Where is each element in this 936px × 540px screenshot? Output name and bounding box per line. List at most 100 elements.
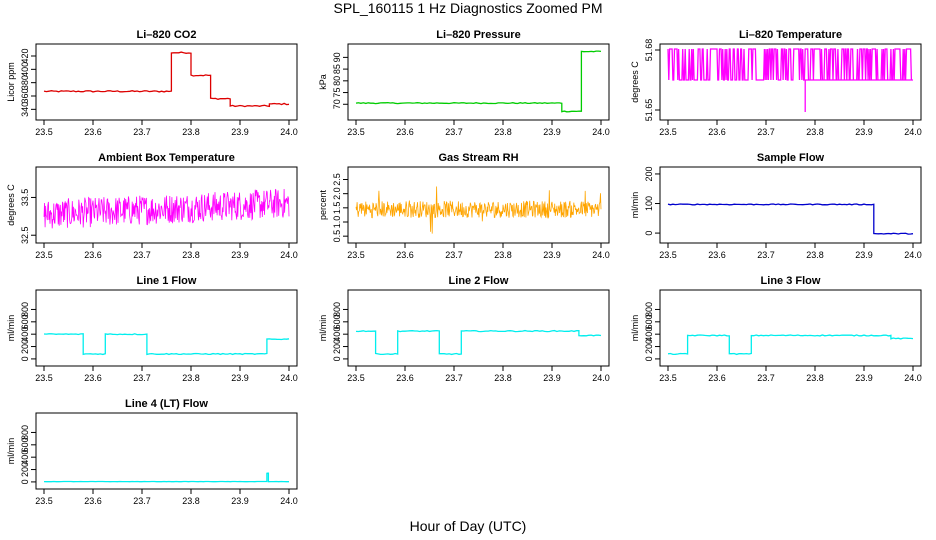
panel-title: Line 1 Flow (137, 275, 197, 287)
x-tick-label: 24.0 (280, 250, 298, 260)
x-tick-label: 23.7 (133, 127, 151, 137)
y-tick-label: 400 (20, 450, 30, 465)
panel-6: Sample Flow 23.5 23.6 23.7 23.8 23.9 24.0 0 100 2… (630, 152, 922, 260)
x-tick-label: 24.0 (904, 250, 922, 260)
x-tick-label: 23.8 (494, 250, 512, 260)
y-axis-label: ml/min (630, 192, 640, 219)
panel-3: Li–820 Temperature 23.5 23.6 23.7 23.8 23.9 24… (630, 29, 922, 137)
y-tick-label: 600 (332, 314, 342, 329)
x-tick-label: 23.7 (133, 373, 151, 383)
series-line (43, 51, 290, 108)
y-tick-label: 0 (644, 231, 654, 236)
series-line (355, 186, 602, 234)
x-tick-label: 23.7 (445, 127, 463, 137)
x-tick-label: 23.6 (708, 127, 726, 137)
y-axis-label: degrees C (6, 184, 16, 226)
x-tick-label: 23.5 (347, 373, 365, 383)
x-tick-label: 23.7 (757, 250, 775, 260)
x-tick-label: 24.0 (904, 373, 922, 383)
panel-7: Line 1 Flow 23.5 23.6 23.7 23.8 23.9 24.0 0 2004… (6, 275, 298, 383)
y-tick-label: 200 (332, 339, 342, 354)
panel-9: Line 3 Flow 23.5 23.6 23.7 23.8 23.9 24.0 0 2004… (630, 275, 922, 383)
panel-title: Line 4 (LT) Flow (125, 398, 208, 410)
y-tick-label: 400 (332, 327, 342, 342)
panel-5: Gas Stream RH 23.5 23.6 23.7 23.8 23.9 24.0 0.5… (318, 152, 610, 260)
y-tick-label: 200 (644, 339, 654, 354)
x-tick-label: 23.6 (396, 373, 414, 383)
panel-title: Li–820 Temperature (739, 29, 842, 41)
x-tick-label: 23.8 (806, 250, 824, 260)
y-tick-label: 32.5 (20, 226, 30, 244)
x-tick-label: 23.9 (543, 250, 561, 260)
x-tick-label: 23.6 (396, 127, 414, 137)
y-axis-label: degrees C (630, 61, 640, 103)
plot-frame (659, 289, 922, 367)
x-tick-label: 23.6 (708, 250, 726, 260)
y-tick-label: 2.0 (332, 187, 342, 200)
y-tick-label: 400 (20, 327, 30, 342)
x-tick-label: 23.9 (231, 373, 249, 383)
plot-frame (35, 289, 298, 367)
x-tick-label: 23.8 (806, 127, 824, 137)
x-tick-label: 23.8 (494, 127, 512, 137)
y-tick-label: 100 (644, 196, 654, 211)
x-tick-label: 23.8 (182, 496, 200, 506)
figure-title: SPL_160115 1 Hz Diagnostics Zoomed PM (333, 0, 603, 16)
y-tick-label: 800 (332, 302, 342, 317)
x-tick-label: 23.8 (182, 127, 200, 137)
panel-title: Gas Stream RH (438, 152, 518, 164)
x-tick-label: 23.7 (757, 127, 775, 137)
x-tick-label: 23.6 (708, 373, 726, 383)
y-axis-label: ml/min (6, 315, 16, 342)
x-tick-label: 23.5 (35, 127, 53, 137)
x-tick-label: 23.9 (855, 250, 873, 260)
y-tick-label: 75 (332, 88, 342, 98)
figure-xlabel: Hour of Day (UTC) (409, 518, 527, 534)
y-axis-label: ml/min (630, 315, 640, 342)
y-tick-label: 70 (332, 99, 342, 109)
series-line (667, 334, 914, 356)
y-tick-label: 400 (644, 327, 654, 342)
panel-title: Li–820 CO2 (137, 29, 197, 41)
plot-frame (35, 412, 298, 490)
x-tick-label: 23.6 (84, 373, 102, 383)
y-tick-label: 200 (644, 166, 654, 181)
x-tick-label: 24.0 (280, 373, 298, 383)
x-tick-label: 23.9 (855, 127, 873, 137)
x-tick-label: 23.9 (231, 250, 249, 260)
y-tick-label: 0 (20, 356, 30, 361)
x-tick-label: 24.0 (904, 127, 922, 137)
x-tick-label: 23.8 (182, 373, 200, 383)
y-tick-label: 340 (20, 102, 30, 117)
x-tick-label: 23.5 (35, 250, 53, 260)
y-tick-label: 800 (20, 302, 30, 317)
x-tick-label: 23.6 (396, 250, 414, 260)
y-axis-label: ml/min (318, 315, 328, 342)
panel-2: Li–820 Pressure 23.5 23.6 23.7 23.8 23.9 24.0 7… (318, 29, 610, 137)
x-tick-label: 24.0 (592, 250, 610, 260)
x-tick-label: 23.7 (133, 496, 151, 506)
y-tick-label: 200 (20, 462, 30, 477)
y-tick-label: 2.5 (332, 173, 342, 186)
y-tick-label: 800 (20, 425, 30, 440)
y-tick-label: 420 (20, 48, 30, 63)
y-tick-label: 200 (20, 339, 30, 354)
x-tick-label: 23.7 (445, 250, 463, 260)
y-tick-label: 85 (332, 64, 342, 74)
y-tick-label: 51.68 (644, 39, 654, 62)
y-tick-label: 600 (20, 314, 30, 329)
y-tick-label: 90 (332, 52, 342, 62)
panel-1: Li–820 CO2 23.5 23.6 23.7 23.8 23.9 24.0 340360… (6, 29, 298, 137)
series-line (667, 48, 913, 112)
x-tick-label: 23.8 (806, 373, 824, 383)
y-tick-label: 800 (644, 302, 654, 317)
x-tick-label: 23.6 (84, 496, 102, 506)
y-axis-label: Licor ppm (6, 62, 16, 102)
panel-4: Ambient Box Temperature 23.5 23.6 23.7 23.8 2… (6, 152, 298, 260)
y-axis-label: kPa (318, 74, 328, 90)
series-line (43, 333, 290, 356)
plot-frame (347, 166, 610, 244)
series-line (43, 472, 289, 483)
x-tick-label: 23.7 (757, 373, 775, 383)
